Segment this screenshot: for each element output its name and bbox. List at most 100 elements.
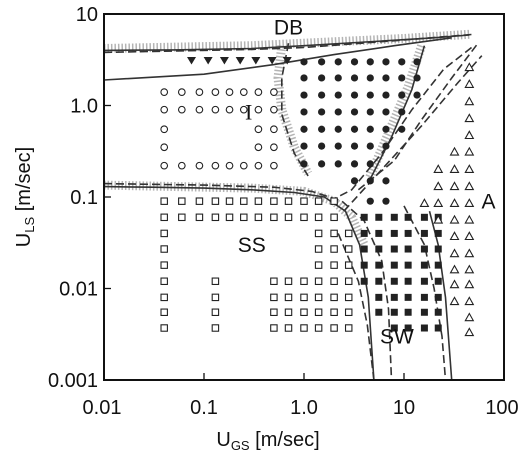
point-open-triangle (449, 296, 460, 306)
point-open-square (314, 245, 323, 253)
point-open-circle (270, 161, 278, 170)
point-open-circle (195, 105, 204, 114)
point-open-square (195, 197, 204, 205)
point-filled-square (390, 277, 398, 285)
point-open-triangle (449, 214, 460, 224)
point-filled-circle (318, 160, 326, 168)
point-filled-circle (334, 160, 342, 168)
point-filled-circle (300, 91, 308, 99)
point-filled-circle (318, 91, 326, 99)
point-filled-square (360, 229, 368, 237)
point-open-square (160, 293, 168, 302)
point-open-circle (211, 105, 220, 114)
point-open-circle (195, 88, 204, 96)
point-filled-square (390, 261, 398, 269)
boundary-line-6 (337, 233, 375, 381)
point-open-square (178, 197, 186, 205)
point-open-triangle (433, 164, 444, 174)
point-filled-circle (318, 74, 326, 82)
point-filled-circle (334, 125, 342, 133)
point-filled-circle (366, 177, 374, 185)
point-open-circle (160, 161, 169, 170)
point-open-square (314, 197, 323, 205)
point-open-square (330, 229, 338, 238)
point-filled-circle (382, 125, 390, 133)
point-open-square (178, 213, 186, 222)
point-filled-circle (350, 108, 359, 116)
point-open-triangle (464, 312, 475, 322)
point-open-triangle (449, 146, 460, 156)
point-open-square (314, 261, 323, 269)
point-open-triangle (464, 146, 475, 156)
point-open-square (300, 293, 308, 302)
point-open-square (300, 197, 308, 205)
point-filled-square (420, 261, 428, 269)
point-open-square (344, 229, 353, 238)
x-axis-label-main: U (216, 429, 230, 451)
point-filled-circle (382, 108, 390, 116)
point-open-circle (254, 88, 263, 96)
point-open-square (314, 277, 323, 286)
point-open-circle (211, 88, 220, 96)
data-points (160, 57, 475, 337)
point-filled-circle (413, 58, 421, 66)
region-label-sw: SW (380, 326, 414, 349)
point-open-square (160, 261, 168, 269)
point-filled-circle (366, 142, 374, 150)
point-open-circle (225, 105, 234, 114)
point-filled-circle (350, 142, 359, 150)
point-open-triangle (464, 296, 475, 306)
point-open-square (300, 308, 308, 317)
y-axis-label-main: U (13, 233, 35, 247)
axis-ticks: 0.01 0.1 1.0 10 100 10 1.0 0.1 0.01 0.001 (48, 4, 519, 419)
y-tick-label: 10 (76, 4, 98, 26)
point-open-circle (254, 125, 263, 134)
x-axis-label-unit: [m/sec] (250, 429, 320, 451)
point-open-triangle (433, 181, 444, 191)
point-filled-square (434, 229, 442, 237)
point-open-circle (177, 161, 186, 170)
y-tick-label: 1.0 (70, 96, 98, 118)
point-filled-triangle-down (219, 57, 229, 65)
x-axis-label: UGS [m/sec] (216, 429, 319, 453)
point-open-square (240, 197, 248, 205)
y-axis-label-sub: LS (22, 217, 37, 233)
point-filled-circle (413, 91, 421, 99)
point-filled-circle (318, 58, 326, 66)
point-open-circle (160, 88, 169, 96)
point-open-square (330, 245, 338, 253)
point-open-square (270, 197, 278, 205)
point-open-square (314, 293, 323, 302)
point-filled-square (375, 245, 383, 253)
point-open-circle (270, 143, 278, 152)
hatched-band-0 (103, 29, 470, 53)
point-filled-circle (350, 74, 359, 82)
y-axis-label-unit: [m/sec] (13, 147, 35, 217)
point-filled-triangle-down (235, 57, 245, 65)
region-label-db: DB (274, 16, 303, 39)
point-filled-square (375, 213, 383, 221)
point-filled-triangle-down (203, 57, 213, 65)
point-open-circle (254, 161, 263, 170)
point-open-triangle (464, 79, 475, 88)
point-filled-square (404, 308, 412, 316)
point-filled-circle (318, 125, 326, 133)
point-open-circle (239, 88, 248, 96)
point-open-circle (211, 161, 220, 170)
point-open-circle (177, 88, 186, 96)
hatched-band-3 (365, 44, 426, 181)
point-filled-square (360, 245, 368, 253)
point-open-square (160, 277, 168, 286)
point-filled-square (420, 293, 428, 301)
point-filled-triangle-down (187, 57, 197, 65)
point-open-square (284, 213, 293, 222)
point-filled-square (360, 213, 368, 221)
point-open-square (160, 308, 168, 317)
point-filled-triangle-down (267, 57, 277, 65)
point-filled-circle (300, 74, 308, 82)
point-open-square (225, 213, 234, 222)
point-open-square (211, 293, 220, 302)
point-filled-square (360, 261, 368, 269)
point-filled-circle (366, 108, 374, 116)
region-label-ss: SS (238, 234, 266, 257)
